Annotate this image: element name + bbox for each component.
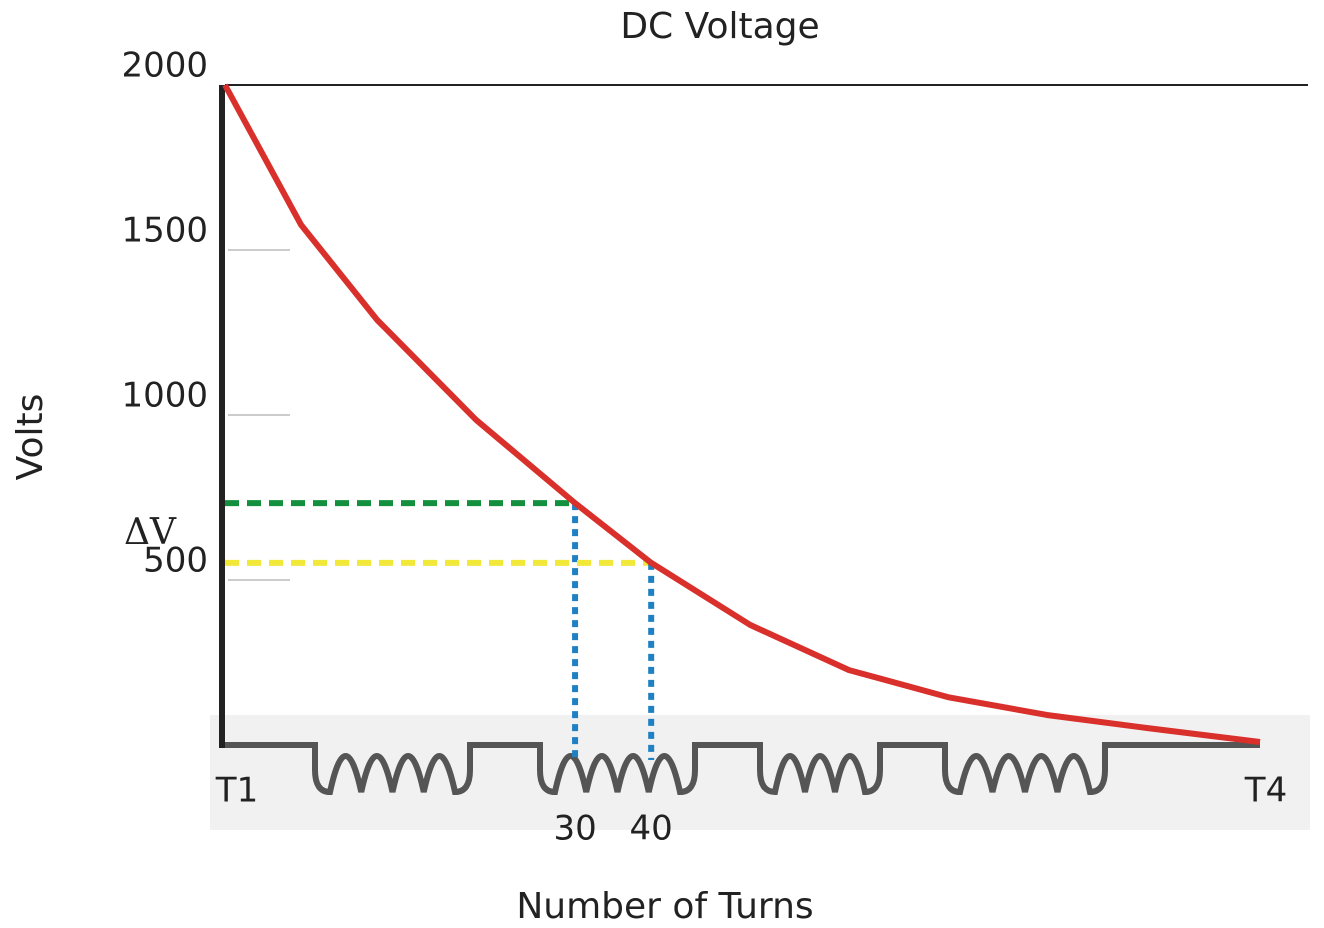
voltage-line <box>222 83 1261 746</box>
y-tick-label: 1000 <box>121 376 208 416</box>
end-label: T4 <box>1244 771 1287 811</box>
y-tick-label: 1500 <box>121 211 208 251</box>
y-tick-label: 2000 <box>121 46 208 86</box>
chart-title: DC Voltage <box>620 6 819 47</box>
coil <box>225 742 1260 796</box>
y-tick-label: 500 <box>143 541 208 581</box>
end-label: T1 <box>215 771 258 811</box>
x-axis-label: Number of Turns <box>516 886 813 927</box>
y-axis-label: Volts <box>10 394 51 481</box>
x-tick-label: 40 <box>630 809 673 849</box>
x-tick-label: 30 <box>553 809 596 849</box>
delta-v-annotation: ΔV <box>124 512 177 553</box>
